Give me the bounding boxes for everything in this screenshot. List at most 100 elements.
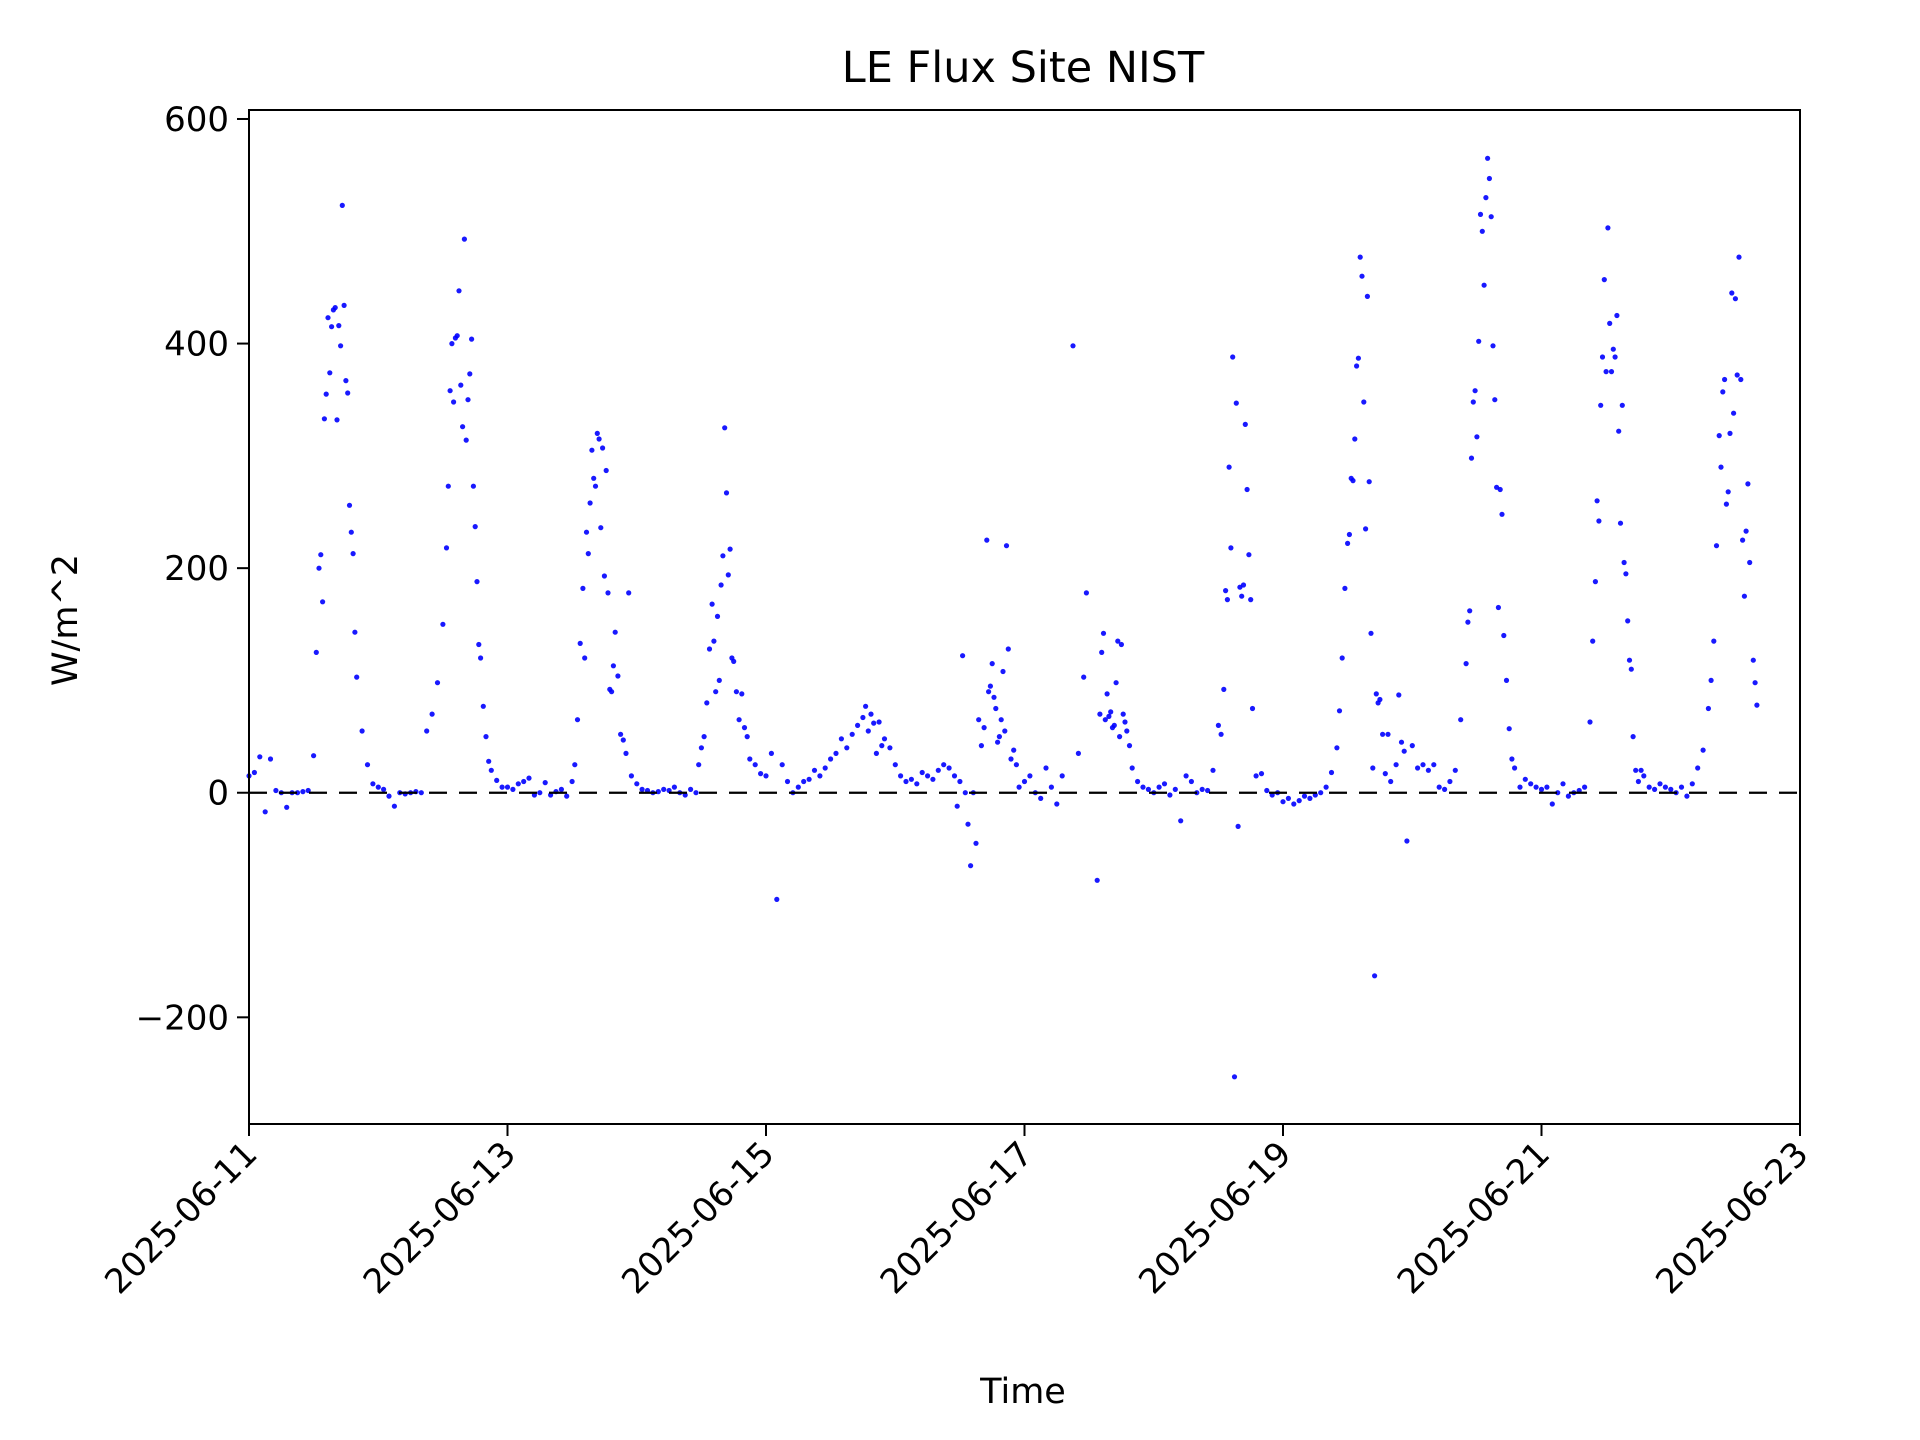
data-point: [569, 778, 575, 785]
data-point: [1370, 765, 1376, 771]
data-point: [671, 784, 678, 790]
data-point: [1477, 211, 1484, 217]
data-point: [1393, 762, 1399, 768]
data-point: [596, 436, 602, 442]
data-point: [375, 784, 381, 790]
data-point: [429, 711, 435, 717]
data-point: [1199, 786, 1205, 793]
data-point: [1003, 543, 1010, 549]
data-point: [828, 756, 834, 762]
data-point: [1118, 641, 1124, 648]
data-point: [1318, 790, 1324, 796]
data-point: [996, 734, 1003, 740]
data-point: [1465, 619, 1471, 625]
data-point: [784, 778, 791, 785]
data-point: [768, 750, 775, 757]
data-point: [1210, 767, 1216, 773]
data-point: [329, 324, 335, 330]
chart-title: LE Flux Site NIST: [842, 43, 1205, 93]
data-point: [1610, 346, 1616, 352]
data-point: [1129, 765, 1135, 771]
data-point: [1732, 296, 1738, 302]
data-point: [733, 689, 740, 695]
data-point: [860, 714, 866, 721]
data-point: [352, 629, 358, 635]
data-point: [320, 599, 326, 605]
data-point: [1628, 666, 1634, 672]
data-point: [440, 621, 446, 627]
data-point: [580, 585, 586, 592]
data-point: [1598, 402, 1604, 408]
data-point: [1070, 343, 1076, 349]
data-point: [1722, 376, 1728, 383]
data-point: [1385, 731, 1391, 737]
data-point: [494, 777, 500, 784]
data-point: [577, 640, 583, 647]
data-point: [451, 399, 457, 405]
data-point: [1336, 708, 1343, 714]
data-point: [941, 762, 947, 768]
data-point: [1100, 630, 1107, 636]
data-point: [1249, 705, 1256, 712]
data-point: [628, 773, 635, 779]
data-point: [1625, 618, 1631, 624]
data-point: [321, 416, 327, 422]
data-point: [1607, 320, 1613, 326]
data-point: [806, 776, 812, 782]
data-point: [1470, 399, 1476, 405]
data-point: [1280, 799, 1286, 805]
data-point: [474, 579, 480, 585]
data-point: [892, 762, 898, 768]
data-point: [1517, 784, 1523, 790]
data-point: [634, 781, 640, 787]
data-point: [381, 786, 387, 793]
data-point: [1501, 632, 1507, 639]
data-point: [957, 778, 963, 785]
data-point: [488, 767, 494, 773]
data-point: [251, 769, 257, 776]
data-point: [1754, 702, 1760, 708]
data-point: [849, 731, 855, 737]
data-point: [914, 781, 920, 787]
data-point: [603, 467, 609, 474]
data-point: [478, 655, 484, 661]
data-point: [987, 683, 994, 689]
data-point: [968, 863, 974, 869]
data-point: [1503, 677, 1510, 684]
data-point: [587, 500, 593, 506]
y-tick-label: 600: [164, 100, 229, 140]
data-point: [811, 767, 818, 773]
data-point: [504, 784, 511, 790]
data-point: [1240, 582, 1247, 588]
data-point: [470, 483, 476, 489]
data-point: [591, 475, 597, 481]
data-point: [1596, 518, 1602, 524]
data-point: [1684, 793, 1690, 799]
data-point: [359, 728, 365, 734]
data-point: [521, 778, 527, 785]
data-point: [1736, 254, 1742, 260]
data-point: [919, 769, 925, 776]
data-point: [1178, 818, 1184, 824]
data-point: [463, 437, 469, 443]
data-point: [469, 336, 475, 342]
data-point: [1747, 559, 1753, 566]
data-point: [1474, 434, 1480, 440]
data-point: [1506, 726, 1512, 732]
data-point: [1415, 765, 1421, 771]
data-point: [472, 524, 478, 530]
data-point: [736, 717, 742, 723]
data-point: [1242, 421, 1248, 427]
data-point: [1359, 273, 1365, 279]
y-tick-label: 200: [164, 549, 229, 589]
data-point: [1431, 762, 1437, 768]
data-point: [1641, 773, 1647, 779]
data-point: [1616, 428, 1622, 434]
data-point: [316, 565, 322, 571]
data-point: [1485, 155, 1491, 161]
y-tick-label: −200: [136, 998, 229, 1038]
data-point: [1005, 646, 1011, 652]
data-point: [1228, 545, 1234, 551]
data-point: [626, 590, 632, 596]
data-point: [1740, 537, 1746, 543]
